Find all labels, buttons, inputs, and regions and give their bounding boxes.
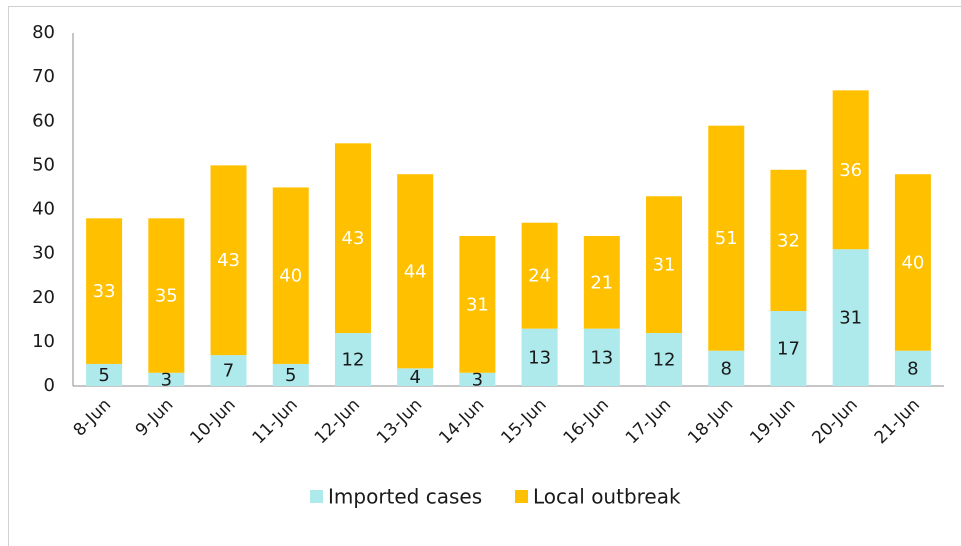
bar-segment — [397, 368, 434, 386]
bar-segment — [210, 165, 247, 356]
y-tick-label: 20 — [32, 287, 55, 308]
bar-segment — [832, 90, 869, 250]
value-label: 40 — [901, 252, 924, 273]
bar-segment — [708, 350, 745, 386]
value-label: 3 — [161, 369, 172, 390]
value-label: 31 — [839, 308, 862, 329]
bar-segment — [148, 218, 185, 373]
y-tick-label: 50 — [32, 154, 55, 175]
x-tick-label: 12-Jun — [311, 395, 364, 448]
x-tick-label: 10-Jun — [186, 395, 239, 448]
value-label: 32 — [777, 230, 800, 251]
bar-segment — [272, 187, 309, 364]
bar-segment — [459, 372, 496, 386]
y-tick-label: 30 — [32, 243, 55, 264]
value-label: 13 — [528, 347, 551, 368]
value-label: 13 — [590, 347, 613, 368]
x-tick-label: 9-Jun — [132, 395, 178, 441]
x-tick-label: 14-Jun — [435, 395, 488, 448]
value-label: 51 — [715, 228, 738, 249]
value-label: 31 — [653, 255, 676, 276]
value-label: 31 — [466, 294, 489, 315]
value-label: 5 — [98, 365, 109, 386]
bar-segment — [86, 218, 123, 364]
y-tick-label: 0 — [44, 375, 55, 396]
bar-segment — [210, 355, 247, 386]
bar-segment — [708, 125, 745, 351]
x-tick-label: 18-Jun — [684, 395, 737, 448]
bar-segment — [894, 350, 931, 386]
bar-segment — [770, 169, 807, 311]
bar-segment — [334, 143, 371, 334]
bar-segment — [397, 174, 434, 369]
value-label: 24 — [528, 266, 551, 287]
value-label: 33 — [93, 281, 116, 302]
value-label: 5 — [285, 365, 296, 386]
legend-swatch — [310, 490, 323, 503]
bar-segment — [521, 328, 558, 386]
y-tick-label: 40 — [32, 199, 55, 220]
value-label: 43 — [217, 250, 240, 271]
y-tick-label: 10 — [32, 331, 55, 352]
bar-segment — [148, 372, 185, 386]
value-label: 8 — [721, 358, 732, 379]
legend-swatch — [515, 490, 528, 503]
value-label: 43 — [342, 228, 365, 249]
x-tick-label: 13-Jun — [373, 395, 426, 448]
bar-segment — [894, 174, 931, 351]
x-tick-label: 17-Jun — [622, 395, 675, 448]
value-label: 35 — [155, 286, 178, 307]
x-tick-label: 11-Jun — [249, 395, 302, 448]
value-label: 12 — [653, 350, 676, 371]
value-label: 17 — [777, 338, 800, 359]
bar-segment — [583, 235, 620, 329]
legend-label: Local outbreak — [533, 485, 681, 509]
value-label: 8 — [907, 358, 918, 379]
legend-label: Imported cases — [328, 485, 482, 509]
value-label: 12 — [342, 350, 365, 371]
x-tick-label: 20-Jun — [809, 395, 862, 448]
y-tick-label: 80 — [32, 22, 55, 43]
y-tick-label: 70 — [32, 66, 55, 87]
bar-segment — [86, 363, 123, 386]
value-label: 21 — [590, 272, 613, 293]
bar-segment — [770, 310, 807, 386]
value-label: 7 — [223, 361, 234, 382]
chart-border — [8, 6, 961, 546]
bar-segment — [521, 222, 558, 329]
x-tick-label: 21-Jun — [871, 395, 924, 448]
value-label: 4 — [409, 367, 420, 388]
value-label: 40 — [279, 266, 302, 287]
x-tick-label: 8-Jun — [70, 395, 116, 441]
value-label: 3 — [472, 369, 483, 390]
bar-segment — [272, 363, 309, 386]
bar-segment — [334, 333, 371, 386]
value-label: 44 — [404, 261, 427, 282]
x-tick-label: 15-Jun — [497, 395, 550, 448]
x-tick-label: 19-Jun — [746, 395, 799, 448]
bar-segment — [459, 235, 496, 373]
bar-segment — [832, 249, 869, 386]
bar-segment — [646, 333, 683, 386]
x-tick-label: 16-Jun — [560, 395, 613, 448]
value-label: 36 — [839, 160, 862, 181]
y-tick-label: 60 — [32, 110, 55, 131]
bar-segment — [583, 328, 620, 386]
bar-segment — [646, 196, 683, 334]
